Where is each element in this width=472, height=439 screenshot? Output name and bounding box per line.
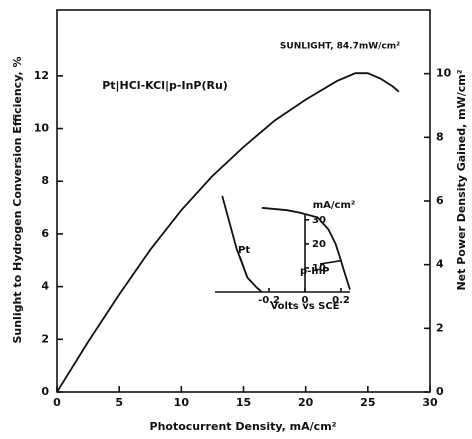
x-tick-label: 0	[53, 396, 61, 409]
x-tick-label: 10	[174, 396, 190, 409]
x-tick-label: 30	[422, 396, 438, 409]
annotation: SUNLIGHT, 84.7mW/cm²	[280, 42, 400, 52]
inset-y-label: mA/cm²	[313, 200, 356, 211]
y2-tick-label: 6	[436, 194, 444, 207]
inset-x-label: Volts vs SCE	[270, 301, 339, 312]
inset-x-tick-label: 0	[302, 295, 309, 306]
annotation: Pt|HCl-KCl|p-InP(Ru)	[102, 79, 228, 92]
x-tick-label: 20	[298, 396, 314, 409]
y2-tick-label: 10	[436, 67, 452, 80]
y2-tick-label: 0	[436, 385, 444, 398]
inset-y-tick-label: 10	[312, 263, 326, 274]
inset-y-tick-label: 20	[312, 239, 326, 250]
series-label: p-InP	[300, 266, 329, 277]
inset-x-tick-label: 0.2	[332, 295, 350, 306]
label-pointer	[239, 256, 249, 278]
label-pointer	[319, 259, 342, 265]
y-axis-label: Sunlight to Hydrogen Conversion Efficien…	[11, 56, 24, 343]
x-tick-label: 25	[360, 396, 375, 409]
y-tick-label: 4	[41, 280, 49, 293]
y-tick-label: 0	[41, 385, 49, 398]
plot-frame	[56, 9, 431, 393]
inset-y-tick-label: 30	[312, 215, 326, 226]
data-line	[221, 195, 263, 293]
y2-tick-label: 4	[436, 258, 444, 271]
inset-x-tick-label: -0.2	[258, 295, 280, 306]
y-tick-label: 12	[34, 69, 49, 82]
y2-tick-label: 8	[436, 130, 444, 143]
x-axis-label: Photocurrent Density, mA/cm²	[150, 420, 337, 433]
y-tick-label: 10	[34, 122, 50, 135]
y-tick-label: 6	[41, 227, 49, 240]
series-label: Pt	[238, 245, 250, 256]
y2-axis-label: Net Power Density Gained, mW/cm²	[455, 69, 468, 290]
data-line	[261, 206, 351, 290]
y2-tick-label: 2	[436, 321, 444, 334]
y-tick-label: 8	[41, 174, 49, 187]
x-tick-label: 15	[236, 396, 251, 409]
y-tick-label: 2	[41, 332, 49, 345]
data-line	[56, 72, 400, 393]
x-tick-label: 5	[115, 396, 123, 409]
